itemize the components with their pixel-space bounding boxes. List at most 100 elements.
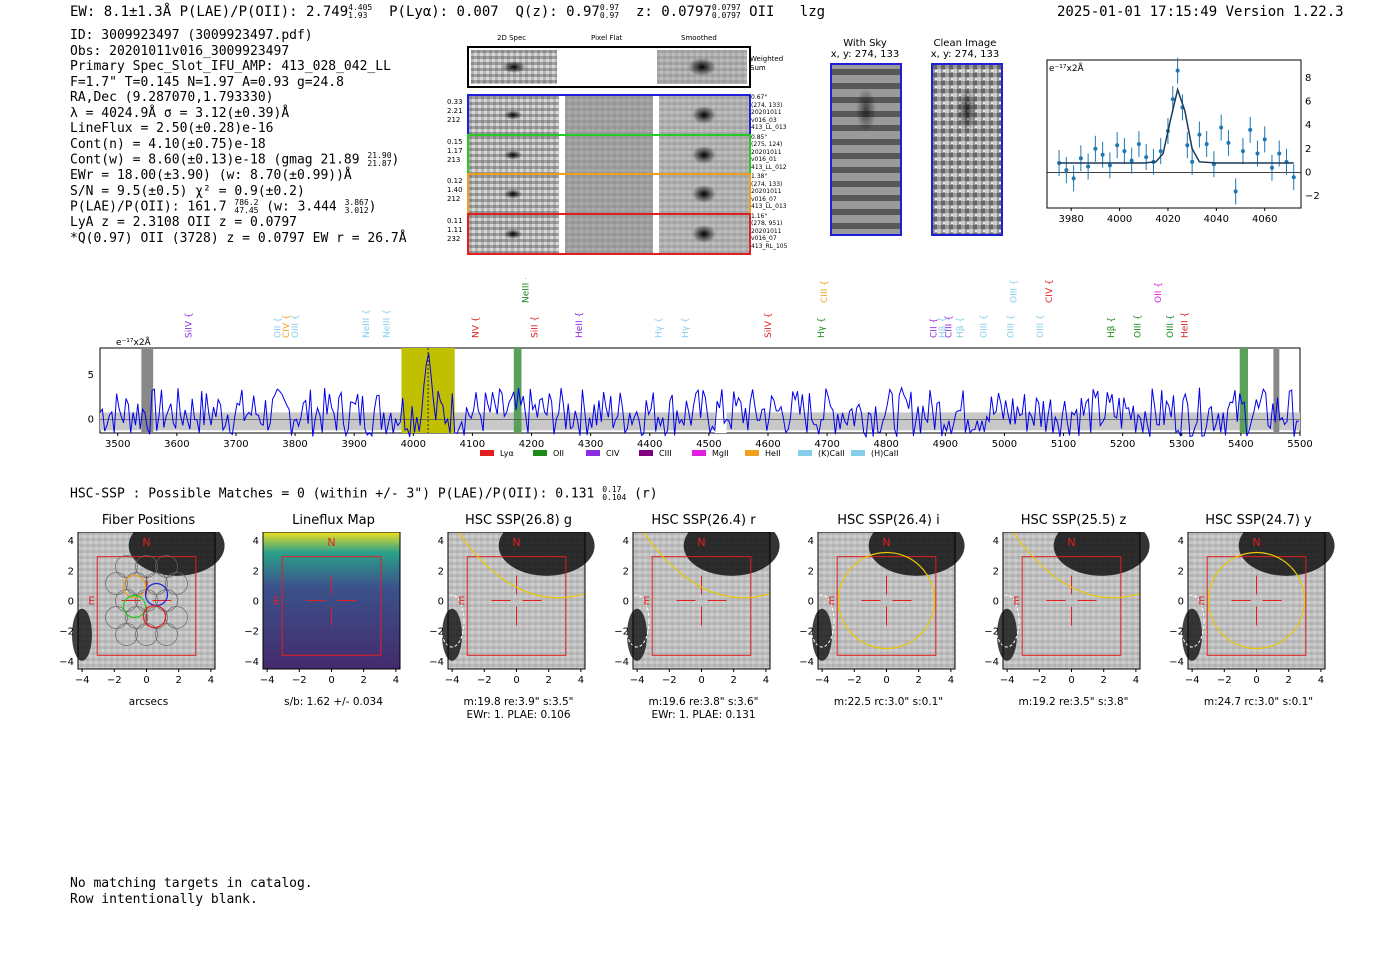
with-sky-image: [830, 63, 902, 236]
hsc-xtick: 4: [578, 675, 584, 686]
spectral-line-label: CIV {: [282, 314, 292, 338]
sky-band: [832, 153, 900, 159]
version: Version 1.22.3: [1225, 4, 1344, 20]
header-right: 2025-01-01 17:15:49 Version 1.22.3: [1057, 4, 1344, 20]
edge-source: [72, 608, 92, 661]
north-label: N: [882, 536, 890, 549]
hsc-ytick: −4: [244, 657, 259, 668]
sky-source: [856, 88, 876, 132]
hsc-frame: [447, 531, 586, 670]
hsc-frame: [77, 531, 216, 670]
weighted-2dspec: [471, 50, 557, 84]
legend-swatch: [533, 450, 547, 456]
hsc-xtick: −4: [1185, 675, 1200, 686]
spectral-line-label: HeII {: [1181, 312, 1191, 338]
north-label: N: [697, 536, 705, 549]
fiber-circle: [105, 606, 128, 629]
green-mark: [513, 348, 522, 433]
line-fit-plot: e⁻¹⁷x2Å 3980 4000 4020 4040 4060 8 6 4 2 0 −2: [1046, 57, 1320, 225]
fiber-circle: [155, 555, 178, 578]
fit-ytick: −2: [1305, 191, 1320, 202]
hsc-xtick: 2: [731, 675, 737, 686]
spectrum-xtick: 3500: [105, 439, 130, 450]
hsc-xtick: 4: [208, 675, 214, 686]
legend-swatch: [851, 450, 865, 456]
stamp-left-label: 0.15 1.17 213: [447, 137, 463, 164]
edge-source: [442, 608, 462, 661]
north-label: N: [1252, 536, 1260, 549]
catalog-ellipse: [994, 594, 1020, 648]
hsc-ytick: 4: [993, 536, 999, 547]
spectrum-xtick: 4700: [814, 439, 839, 450]
fit-xtick: 4000: [1107, 214, 1132, 225]
hsc-ytick: −2: [429, 627, 444, 638]
spectral-line-label: NV {: [471, 317, 481, 338]
hsc-ytick: 2: [253, 566, 259, 577]
spectral-line-label: Hγ {: [817, 317, 827, 338]
spectral-line-label: SiII {: [530, 316, 540, 338]
hsc-caption: m:19.8 re:3.9" s:3.5" EWr: 1. PLAE: 0.106: [463, 696, 574, 721]
hsc-frame: [817, 531, 956, 670]
legend-label: Lyα: [500, 449, 514, 458]
fiber-circle: [115, 589, 138, 612]
edge-source: [1182, 608, 1202, 661]
hsc-xtick: 0: [328, 675, 334, 686]
hsc-xtick: 2: [546, 675, 552, 686]
fit-ylabel: e⁻¹⁷x2Å: [1049, 62, 1085, 74]
spectral-line-label: OIII {: [1036, 314, 1046, 338]
obs-id: Obs: 20201011v016_3009923497: [70, 43, 290, 59]
fiber-stamp-row: [467, 173, 751, 215]
fit-ytick: 6: [1305, 96, 1311, 107]
fiber-highlight: [122, 594, 147, 619]
hsc-xtick: −4: [1000, 675, 1015, 686]
hsc-ytick: 2: [68, 566, 74, 577]
spectral-line-label: Hγ {: [681, 317, 691, 338]
hsc-ytick: 2: [808, 566, 814, 577]
catalog-ellipse: [624, 594, 650, 648]
hsc-frame: [1187, 531, 1326, 670]
hsc-xtick: 2: [916, 675, 922, 686]
stamp-left-label: 0.33 2.21 212: [447, 98, 463, 124]
header-summary: EW: 8.1±1.3Å P(LAE)/P(OII): 2.7494.405 1.…: [70, 4, 825, 21]
search-box: [651, 556, 752, 656]
hsc-ytick: −4: [799, 657, 814, 668]
col-title-2dspec: 2D Spec: [497, 34, 527, 42]
hsc-frame: [262, 531, 401, 670]
sky-band: [832, 195, 900, 201]
fit-point: [1064, 168, 1069, 173]
sky-band: [832, 139, 900, 145]
fit-ytick: 0: [1305, 167, 1311, 178]
hsc-ytick: 0: [1178, 597, 1184, 608]
spectral-line-label: OIII {: [291, 314, 301, 338]
skyline-mark: [1273, 348, 1280, 433]
stamp-right-label: 1.16" (278, 951) 20201011 v016_07 413_RL_105: [751, 212, 788, 250]
hsc-ytick: 0: [808, 597, 814, 608]
east-label: E: [458, 595, 465, 608]
fiber-stamp-row: [467, 212, 751, 255]
fit-point: [1255, 151, 1260, 156]
hsc-ytick: −4: [1169, 657, 1184, 668]
hsc-xtick: −2: [477, 675, 492, 686]
fit-point: [1185, 143, 1190, 148]
hsc-ytick: −4: [984, 657, 999, 668]
hsc-ytick: −4: [429, 657, 444, 668]
east-label: E: [828, 595, 835, 608]
hsc-panel: N E −4 −2 0 2 4 4 2 0 −2 −4: [420, 515, 597, 695]
hsc-xtick: −2: [1217, 675, 1232, 686]
lya-oii-z: LyA z = 2.3108 OII z = 0.0797: [70, 215, 297, 230]
spectral-line-label: Hβ {: [1107, 317, 1117, 338]
spectral-line-label: NeIII {: [522, 278, 532, 303]
hsc-xtick: −2: [107, 675, 122, 686]
search-box: [1021, 556, 1122, 656]
spectral-line-label: SiIV {: [185, 312, 195, 338]
fit-point: [1170, 97, 1175, 102]
spectral-line-label: CIII {: [944, 315, 954, 338]
edge-source: [997, 608, 1017, 661]
spectral-line-label: Hβ {: [956, 317, 966, 338]
fit-point: [1269, 165, 1274, 170]
line-id: OII: [749, 4, 775, 20]
sky-band: [832, 223, 900, 229]
legend-swatch: [745, 450, 759, 456]
legend-label: (H)CaII: [871, 449, 898, 458]
hsc-caption: s/b: 1.62 +/- 0.034: [284, 696, 383, 708]
